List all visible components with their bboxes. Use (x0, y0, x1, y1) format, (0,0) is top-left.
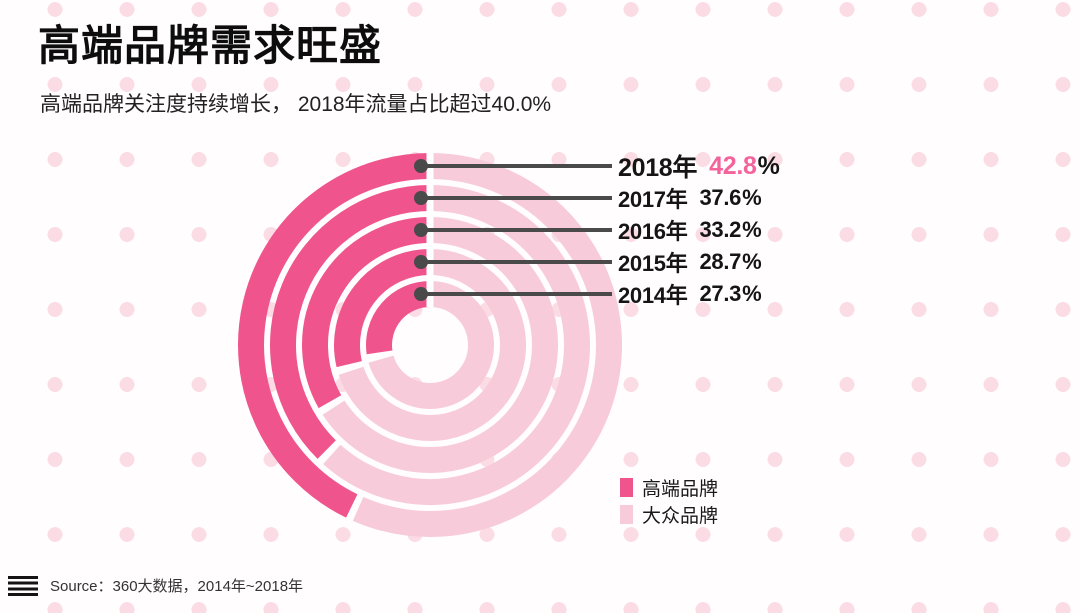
ring-2016年-premium-arc (302, 217, 431, 409)
connector-dot-icon-2018年 (414, 159, 428, 173)
chart-legend: 高端品牌 大众品牌 (620, 474, 718, 528)
connector-dot-icon-2016年 (414, 223, 428, 237)
ring-2016年-mass-arc (322, 217, 558, 473)
connector-dot-icon-2015年 (414, 255, 428, 269)
ring-2015年-premium-arc (334, 249, 431, 368)
ring-2017年-premium-arc (270, 185, 431, 459)
premium-brand-swatch-icon (620, 478, 633, 497)
page-title: 高端品牌需求旺盛 (38, 22, 383, 69)
ring-2014年-mass-arc (368, 281, 494, 409)
ring-2018年-mass-arc (352, 153, 622, 537)
page-subtitle: 高端品牌关注度持续增长， 2018年流量占比超过40.0% (40, 93, 552, 116)
source-text: Source：360大数据，2014年~2018年 (50, 578, 304, 595)
legend-label-premium: 高端品牌 (642, 479, 719, 500)
connector-dot-icon-2014年 (414, 287, 428, 301)
ring-2014年-premium-arc (366, 281, 431, 355)
legend-item-mass: 大众品牌 (620, 501, 718, 528)
source-row: Source：360大数据，2014年~2018年 (8, 575, 303, 596)
ring-2018年-premium-arc (238, 153, 431, 518)
mass-brand-swatch-icon (620, 505, 633, 524)
ring-2015年-mass-arc (338, 249, 526, 441)
legend-item-premium: 高端品牌 (620, 474, 718, 501)
legend-label-mass: 大众品牌 (642, 506, 719, 527)
connector-dot-icon-2017年 (414, 191, 428, 205)
hamburger-menu-icon[interactable] (8, 575, 38, 596)
ring-2017年-mass-arc (323, 185, 590, 505)
